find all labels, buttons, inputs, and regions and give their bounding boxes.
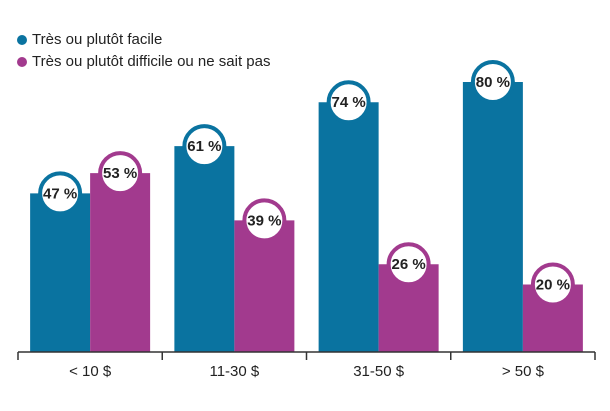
value-label: 74 % [332,94,366,111]
label-badge [386,242,431,287]
x-tick-label: > 50 $ [502,363,545,380]
bar [462,82,523,352]
legend-label: Très ou plutôt facile [32,31,162,48]
label-badge [530,262,575,307]
bar [318,102,379,352]
value-label: 61 % [187,138,221,155]
legend-label: Très ou plutôt difficile ou ne sait pas [32,53,270,70]
label-badge [38,171,83,216]
label-badge [182,124,227,169]
x-tick-label: < 10 $ [69,363,112,380]
value-label: 80 % [476,74,510,91]
value-label: 53 % [103,165,137,182]
value-label: 39 % [247,212,281,229]
label-badge [242,198,287,243]
label-badge [326,80,371,125]
bar [30,193,91,352]
value-label: 20 % [536,276,570,293]
x-tick-label: 11-30 $ [209,363,259,380]
label-badge [98,151,143,196]
bar [174,146,235,352]
legend-swatch [17,57,27,67]
legend-swatch [17,35,27,45]
x-tick-label: 31-50 $ [353,363,405,380]
bar [90,173,151,352]
value-label: 47 % [43,185,77,202]
label-badge [470,60,515,104]
value-label: 26 % [392,256,426,273]
